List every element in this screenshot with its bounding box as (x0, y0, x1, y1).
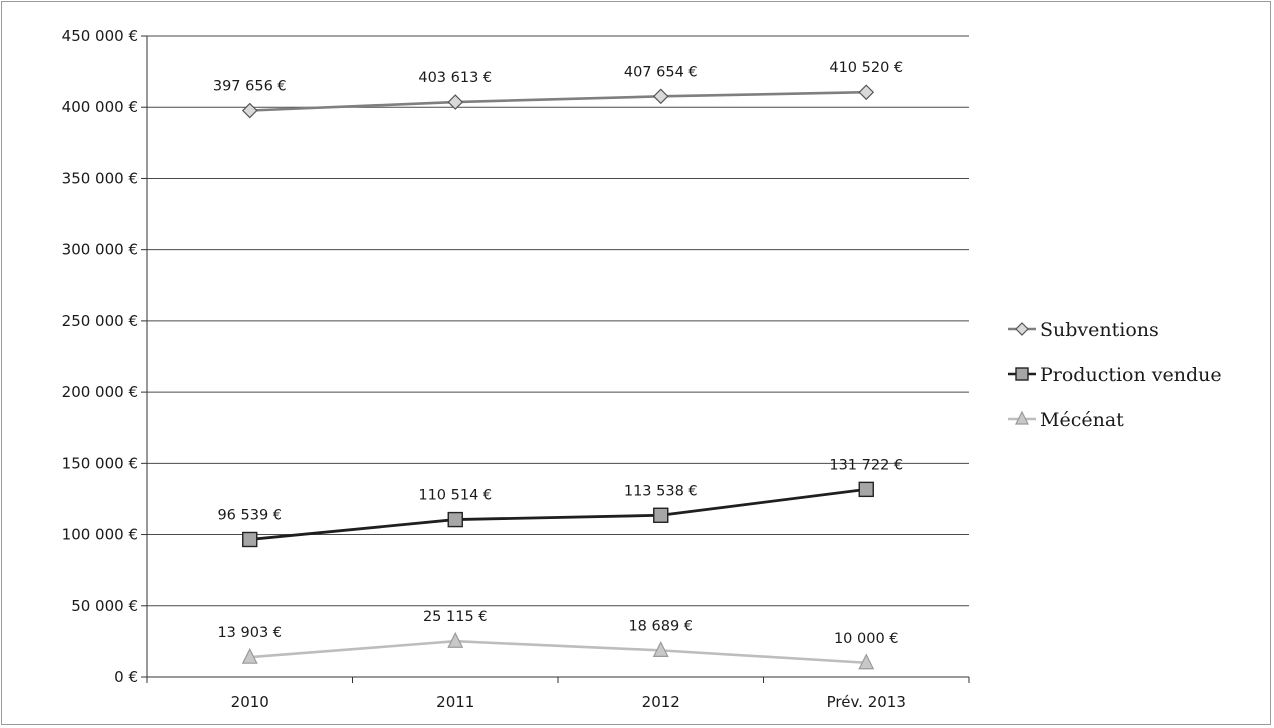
series-line-mecenat (249, 639, 867, 665)
y-tick-label: 300 000 € (62, 241, 138, 259)
data-point-production-vendue (242, 531, 258, 548)
y-tick-label: 100 000 € (62, 526, 138, 544)
data-point-production-vendue (447, 511, 463, 528)
legend-marker (1015, 410, 1029, 425)
y-tick-label: 250 000 € (62, 312, 138, 330)
axes: 0 € 50 000 € 100 000 € 150 000 € 200 000 € 25… (62, 27, 970, 711)
data-label-mecenat: 13 903 € (217, 625, 282, 641)
data-labels: 397 656 € 403 613 € 407 654 € 410 520 € 96 5… (213, 60, 903, 647)
data-point-mecenat (447, 631, 464, 648)
y-tick-label: 450 000 € (62, 27, 138, 45)
data-point-subventions (652, 88, 669, 105)
series (241, 84, 875, 670)
data-label-subventions: 397 656 € (213, 79, 287, 95)
data-point-production-vendue (858, 481, 874, 498)
data-point-mecenat (241, 647, 258, 664)
data-point-subventions (858, 84, 875, 101)
x-tick-label: 2010 (231, 693, 269, 711)
x-tick-label: Prév. 2013 (827, 693, 906, 711)
x-tick-label: 2011 (436, 693, 474, 711)
legend-label: Mécénat (1040, 409, 1124, 431)
series-line-production-vendue (249, 487, 867, 541)
data-point-subventions (447, 94, 464, 110)
y-tick-label: 350 000 € (62, 169, 138, 187)
data-point-mecenat (858, 653, 875, 670)
x-tick-label: 2012 (642, 693, 680, 711)
data-label-mecenat: 25 115 € (423, 609, 488, 625)
y-tick-label: 150 000 € (62, 454, 138, 472)
legend-item-production-vendue: Production vendue (1008, 364, 1222, 386)
data-point-production-vendue (653, 507, 669, 523)
legend-item-subventions: Subventions (1008, 319, 1159, 341)
legend-marker (1015, 322, 1029, 336)
legend-marker (1015, 367, 1029, 381)
data-label-mecenat: 10 000 € (834, 631, 899, 647)
data-label-subventions: 407 654 € (624, 64, 698, 80)
y-tick-label: 400 000 € (62, 98, 138, 116)
data-label-subventions: 410 520 € (829, 60, 903, 76)
data-label-production-vendue: 96 539 € (217, 507, 282, 523)
data-label-production-vendue: 131 722 € (829, 457, 903, 473)
y-tick-label: 0 € (114, 668, 138, 686)
data-label-subventions: 403 613 € (418, 70, 492, 86)
series-line-subventions (249, 90, 867, 112)
data-point-subventions (241, 102, 258, 119)
legend: Subventions Production vendue Mécénat (1008, 319, 1222, 431)
data-point-mecenat (652, 641, 669, 657)
data-label-production-vendue: 110 514 € (418, 488, 492, 504)
legend-item-mecenat: Mécénat (1008, 409, 1124, 431)
legend-label: Production vendue (1040, 364, 1222, 386)
y-tick-label: 200 000 € (62, 383, 138, 401)
y-tick-label: 50 000 € (71, 597, 138, 615)
legend-label: Subventions (1040, 319, 1159, 341)
grid-lines (147, 35, 969, 607)
data-label-production-vendue: 113 538 € (624, 483, 698, 499)
data-label-mecenat: 18 689 € (628, 618, 693, 634)
